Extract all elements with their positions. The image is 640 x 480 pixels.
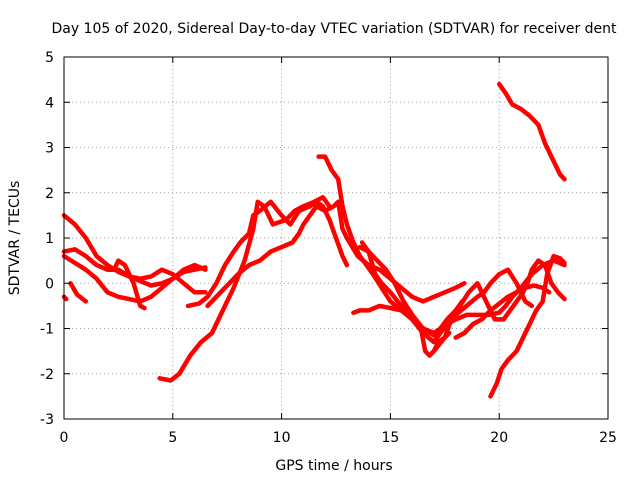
x-tick-label: 5 [168,430,177,446]
y-tick-label: -1 [40,322,54,338]
series-arc-11 [359,240,567,345]
y-tick-label: 5 [45,50,54,66]
series-arc-2 [61,247,208,295]
y-tick-label: 3 [45,141,54,157]
series-arc-5 [68,281,89,304]
series-arc-14 [431,258,567,354]
y-tick-label: 1 [45,231,54,247]
x-tick-label: 0 [60,430,69,446]
series-arc-16 [488,253,567,399]
axis-ticks: 0 5 10 15 20 25 -3 -2 -1 0 1 2 3 4 5 [40,50,617,446]
x-tick-label: 10 [273,430,291,446]
chart-title: Day 105 of 2020, Sidereal Day-to-day VTE… [51,21,617,37]
x-tick-label: 25 [599,430,617,446]
series-arc-7 [157,195,332,383]
y-tick-label: -2 [40,367,54,383]
series-arc-8 [185,199,350,309]
y-tick-label: 4 [45,95,54,111]
y-axis-label: SDTVAR / TECUs [7,181,23,296]
data-series-layer [61,81,567,399]
x-tick-label: 15 [381,430,399,446]
y-tick-label: 0 [45,276,54,292]
x-tick-label: 20 [490,430,508,446]
series-arc-9 [205,199,467,309]
series-arc-3 [61,253,208,304]
series-arc-15 [453,283,552,340]
series-arc-6 [111,258,147,311]
x-axis-label: GPS time / hours [275,458,392,474]
series-arc-17 [496,81,567,182]
y-tick-label: 2 [45,186,54,202]
series-arc-1 [61,213,208,288]
y-tick-label: -3 [40,412,54,428]
